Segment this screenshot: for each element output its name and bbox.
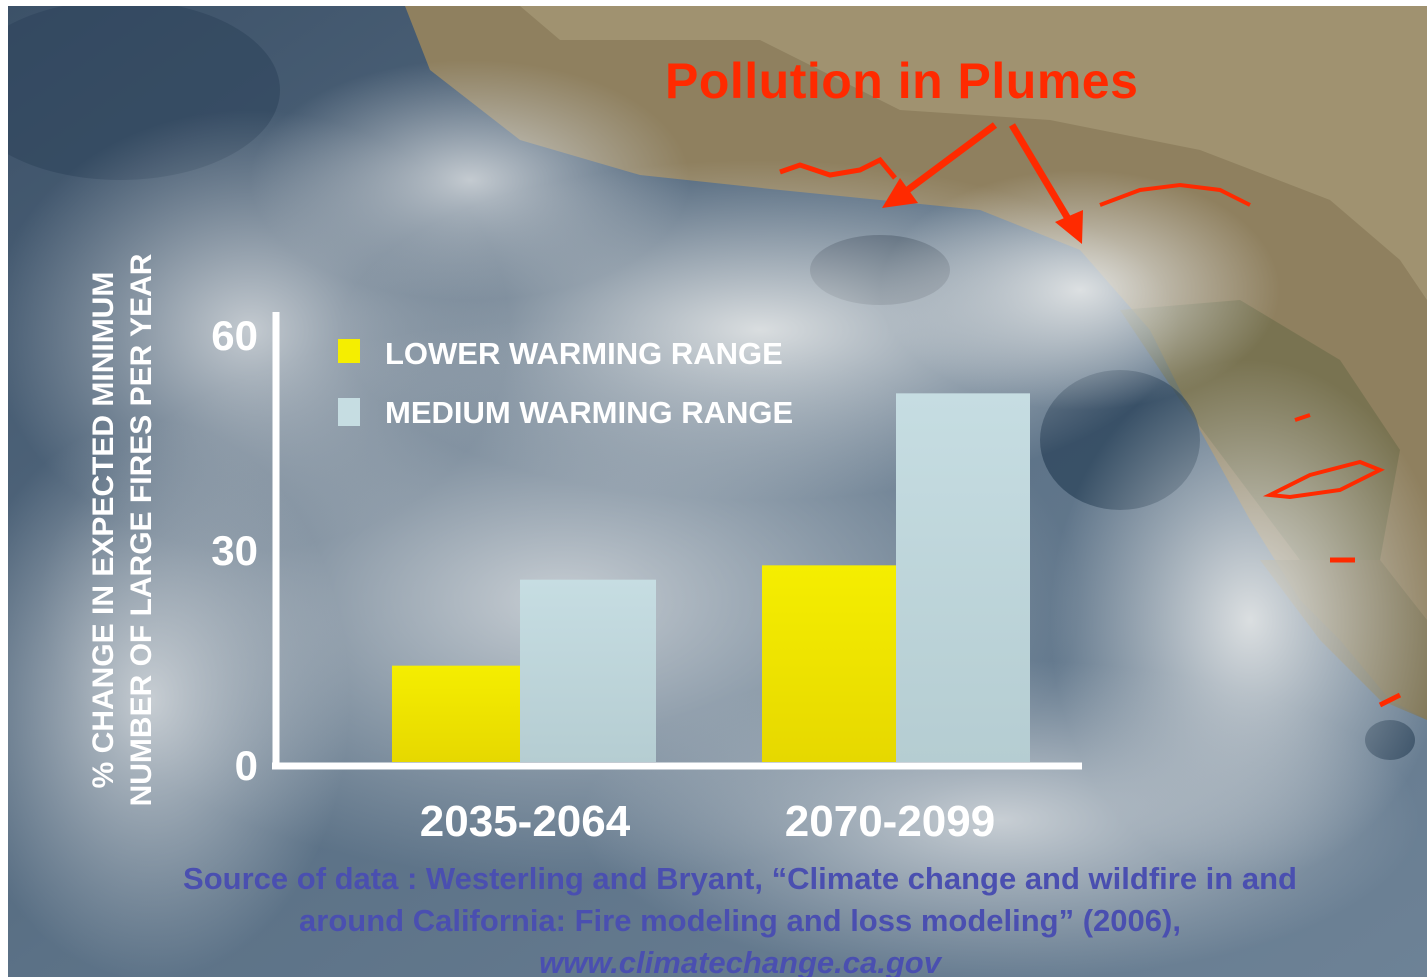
y-tick-label: 30 (211, 527, 258, 574)
arrow-left-plume (882, 122, 998, 208)
bar-lower-2035-2064 (392, 665, 520, 762)
legend-swatch (338, 339, 360, 363)
y-axis-title: % CHANGE IN EXPECTED MINIMUM NUMBER OF L… (85, 220, 161, 840)
legend-label: LOWER WARMING RANGE (385, 336, 783, 371)
legend-swatch (338, 398, 360, 426)
source-url: www.climatechange.ca.gov (539, 945, 941, 977)
x-tick-label: 2070-2099 (785, 797, 995, 846)
bar-lower-2070-2099 (762, 565, 896, 762)
bar-medium-2035-2064 (520, 579, 656, 762)
y-axis-title-line1: % CHANGE IN EXPECTED MINIMUM (87, 271, 120, 789)
source-citation: Source of data : Westerling and Bryant, … (60, 858, 1420, 977)
arrow-right-plume (1008, 123, 1083, 244)
plume-annotation-title: Pollution in Plumes (665, 53, 1139, 109)
chart-axes (272, 312, 1082, 770)
bar-medium-2070-2099 (896, 393, 1030, 762)
y-tick-label: 0 (235, 742, 258, 789)
source-line2: around California: Fire modeling and los… (299, 903, 1181, 938)
legend-label: MEDIUM WARMING RANGE (385, 395, 793, 430)
y-tick-label: 60 (211, 312, 258, 359)
x-tick-label: 2035-2064 (420, 797, 631, 846)
source-line1: Source of data : Westerling and Bryant, … (183, 861, 1297, 896)
y-axis-title-line2: NUMBER OF LARGE FIRES PER YEAR (125, 253, 158, 807)
